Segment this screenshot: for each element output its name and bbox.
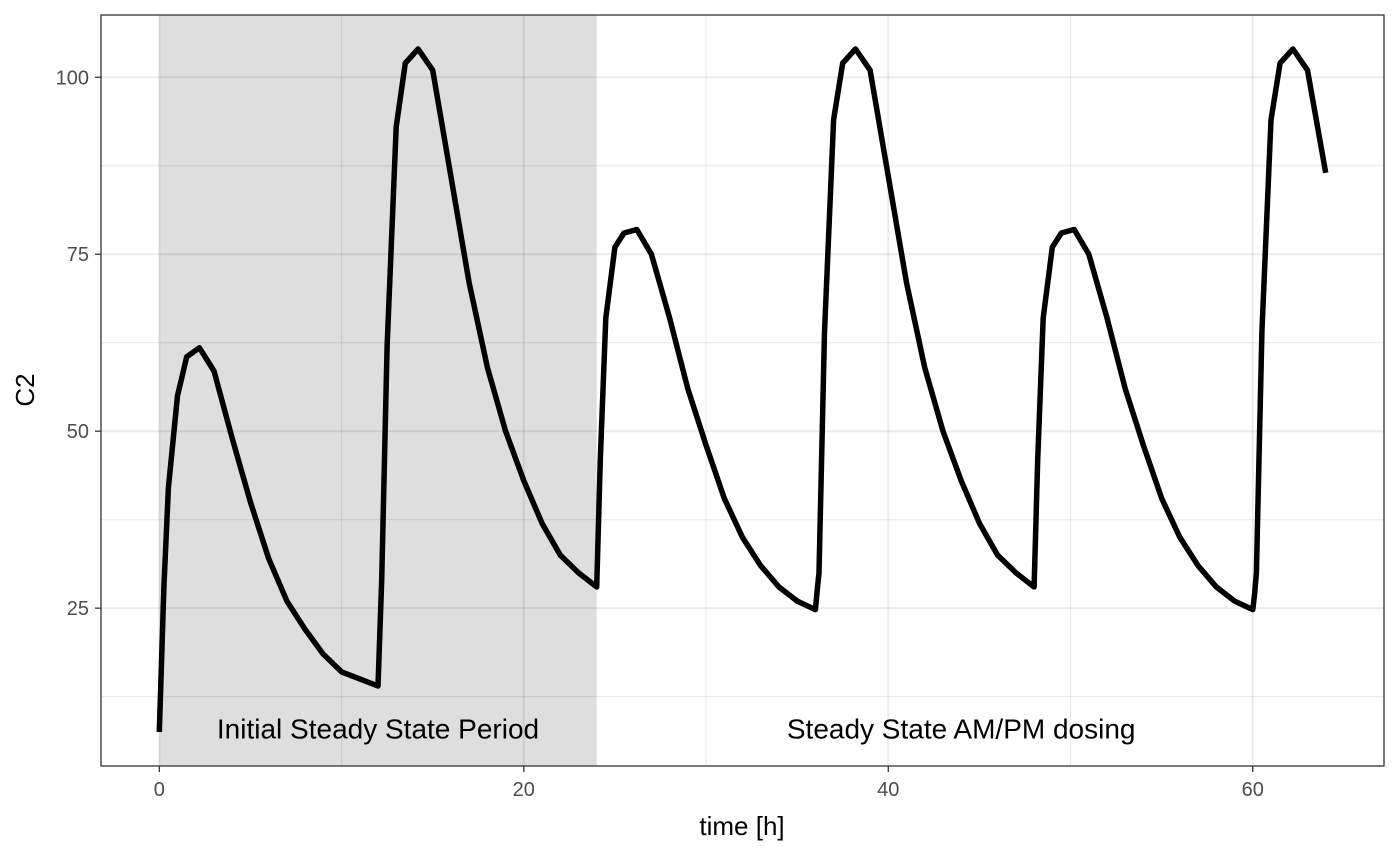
panel-border [100,14,1385,767]
x-tick-label: 60 [1242,779,1264,801]
x-tick-label: 0 [154,779,165,801]
grid-lines [101,15,1384,766]
y-tick-label: 25 [67,598,89,620]
series-layer [156,46,1329,733]
x-tick-label: 20 [513,779,535,801]
annotation-label: Steady State AM/PM dosing [787,713,1136,744]
annotation-layer: Initial Steady State Period Steady State … [217,713,1136,744]
y-axis-title: C2 [10,373,40,406]
y-tick-label: 100 [56,67,89,89]
y-tick-label: 75 [67,244,89,266]
series-line [156,46,1329,733]
annotation-label: Initial Steady State Period [217,713,539,744]
x-tick-label: 40 [877,779,899,801]
panel-border-layer [100,14,1385,767]
y-tick-label: 50 [67,421,89,443]
x-axis-title: time [h] [699,811,784,841]
axes-layer: 0 20 40 60 25 50 75 100 [56,67,1264,801]
